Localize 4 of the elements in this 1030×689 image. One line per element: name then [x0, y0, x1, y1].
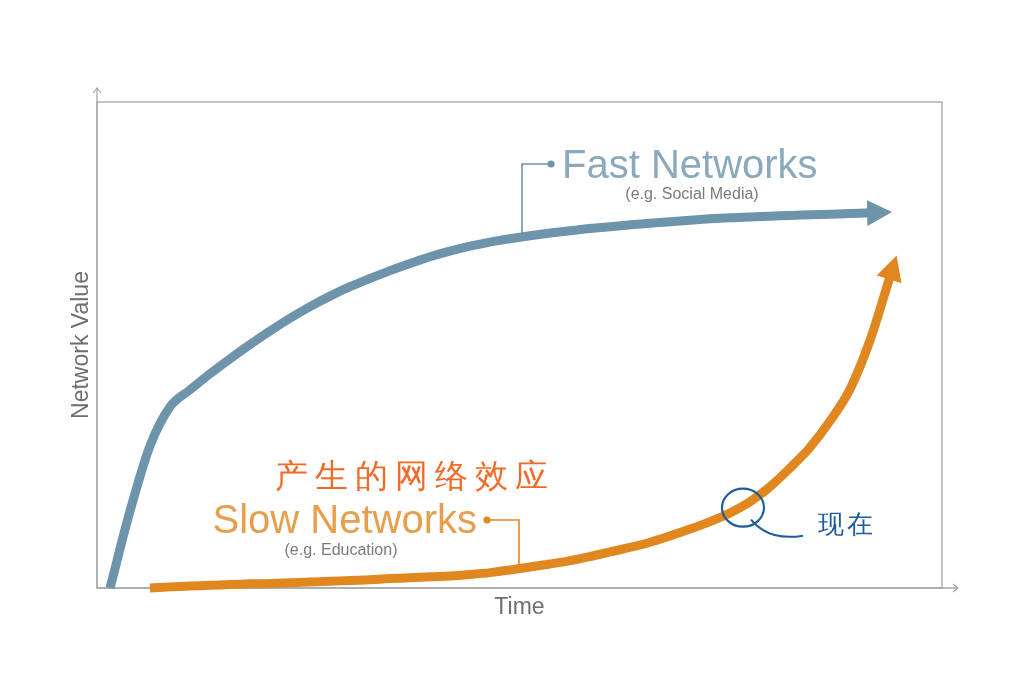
- legend-label: Fast Networks: [562, 142, 818, 186]
- x-axis-title: Time: [494, 593, 545, 619]
- y-axis-title: Network Value: [67, 271, 93, 419]
- text: (e.g. Social Media): [625, 185, 759, 202]
